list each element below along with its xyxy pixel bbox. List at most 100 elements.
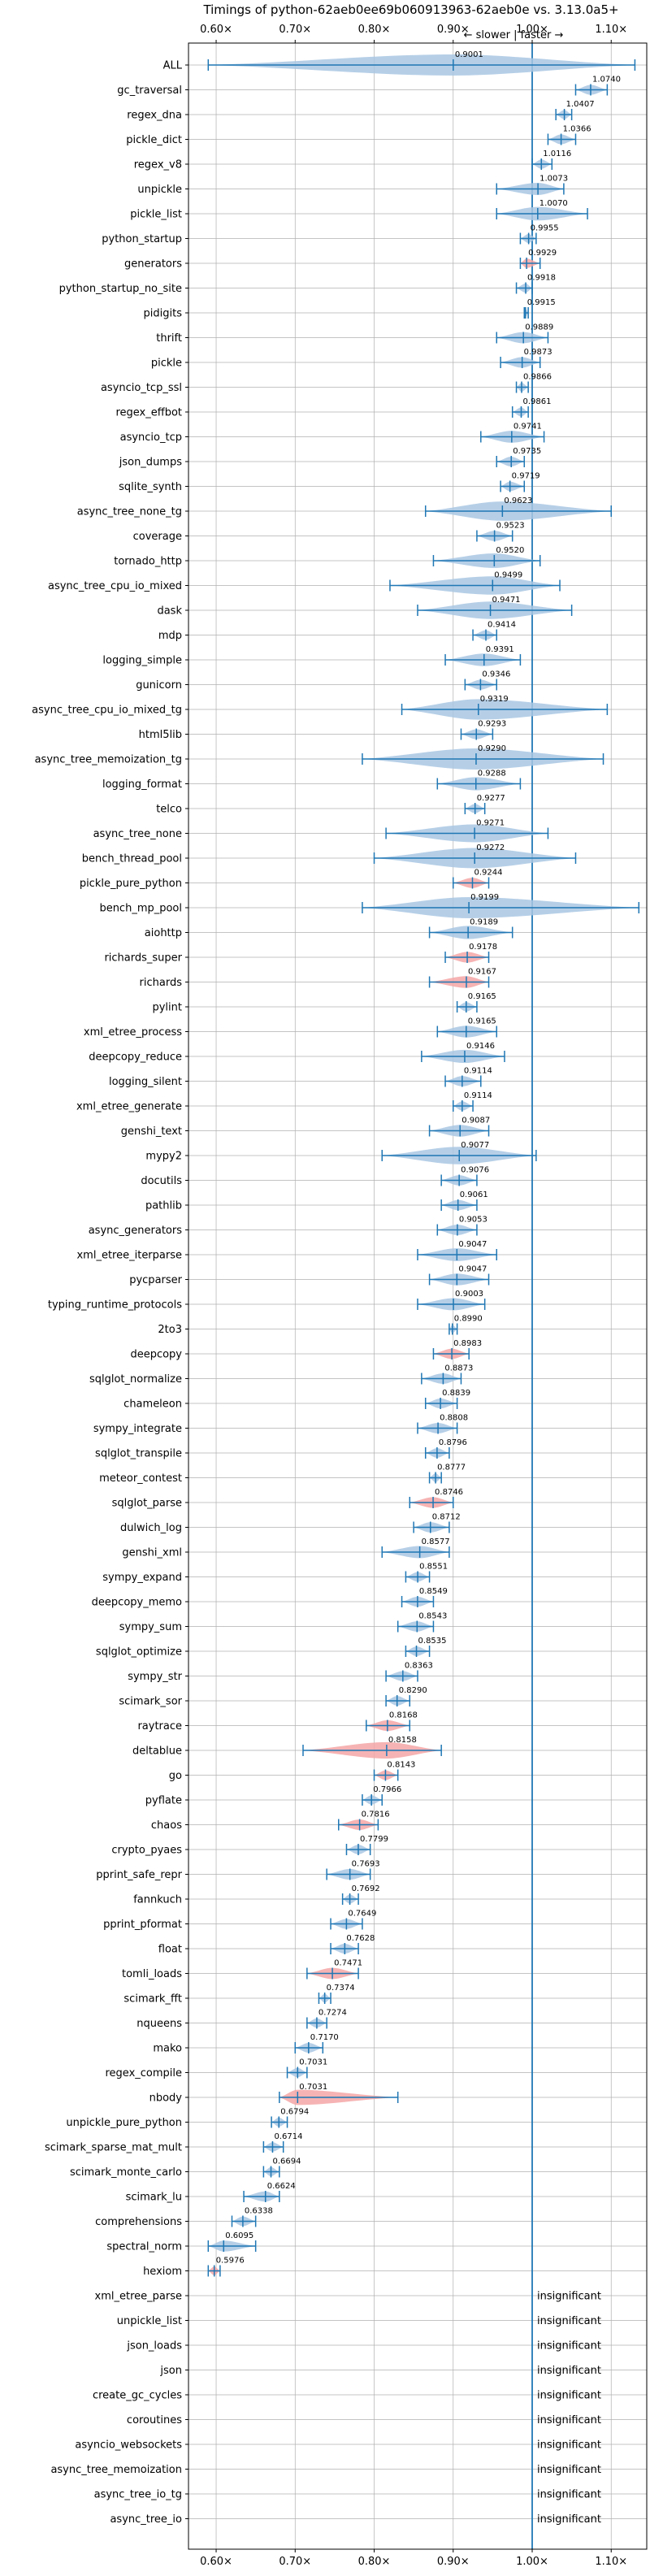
median-value-label: 1.0070 xyxy=(540,199,568,208)
benchmark-label: async_tree_cpu_io_mixed_tg xyxy=(32,705,182,717)
benchmark-row: crypto_pyaes 0.7799 xyxy=(111,1835,388,1857)
benchmark-label: mako xyxy=(153,2043,182,2055)
median-value-label: 0.7628 xyxy=(346,1934,375,1943)
benchmark-label: create_gc_cycles xyxy=(93,2390,182,2402)
median-value-label: 0.9523 xyxy=(496,522,525,531)
benchmark-label: json_loads xyxy=(126,2340,182,2353)
benchmark-row: coroutines insignificant xyxy=(127,2414,601,2426)
benchmark-label: richards xyxy=(140,977,183,989)
median-value-label: 0.8290 xyxy=(399,1686,427,1695)
median-value-label: 0.9165 xyxy=(468,1017,496,1026)
median-value-label: 0.9929 xyxy=(528,249,557,258)
median-value-label: 0.9165 xyxy=(468,992,496,1001)
benchmark-row: regex_v8 1.0116 xyxy=(134,150,572,171)
benchmark-label: asyncio_tcp xyxy=(120,432,182,444)
benchmark-row: xml_etree_generate 0.9114 xyxy=(76,1091,492,1113)
x-tick-label-bottom: 1.10× xyxy=(595,2556,627,2568)
benchmark-row: pickle 0.9873 xyxy=(151,348,552,370)
median-value-label: 0.8712 xyxy=(432,1513,461,1522)
benchmark-row: python_startup_no_site 0.9918 xyxy=(59,274,556,296)
benchmark-label: pathlib xyxy=(145,1200,182,1212)
benchmark-label: deepcopy xyxy=(130,1349,182,1361)
benchmark-row: sympy_str 0.8363 xyxy=(128,1662,433,1684)
benchmark-row: json insignificant xyxy=(159,2365,601,2377)
median-value-label: 0.7170 xyxy=(310,2033,339,2042)
benchmark-label: nbody xyxy=(150,2092,183,2105)
benchmark-row: scimark_sor 0.8290 xyxy=(119,1686,427,1708)
benchmark-row: asyncio_tcp 0.9741 xyxy=(120,423,545,444)
benchmark-row: raytrace 0.8168 xyxy=(137,1711,417,1733)
median-value-label: 1.0073 xyxy=(540,175,568,184)
benchmark-row: gunicorn 0.9346 xyxy=(136,670,510,692)
median-value-label: 0.8551 xyxy=(419,1563,448,1572)
benchmark-row: chaos 0.7816 xyxy=(151,1811,390,1832)
insignificant-label: insignificant xyxy=(537,2390,601,2402)
benchmark-row: async_tree_none_tg 0.9623 xyxy=(77,497,612,521)
benchmark-label: pidigits xyxy=(144,308,183,320)
median-value-label: 1.0116 xyxy=(543,150,571,158)
x-axis-ticks: 0.60× 0.60× 0.70× 0.70× 0.80× 0.80× 0.90× 0.90×… xyxy=(200,24,627,2568)
benchmark-label: aiohttp xyxy=(145,927,182,939)
median-value-label: 0.9499 xyxy=(494,571,522,580)
benchmark-row: sympy_expand 0.8551 xyxy=(102,1563,448,1585)
benchmark-row: meteor_contest 0.8777 xyxy=(99,1464,466,1485)
benchmark-label: chaos xyxy=(151,1819,182,1832)
benchmark-row: xml_etree_parse insignificant xyxy=(95,2291,601,2303)
median-value-label: 0.7374 xyxy=(327,1984,355,1993)
median-value-label: 0.9623 xyxy=(504,497,532,505)
benchmark-row: unpickle_pure_python 0.6794 xyxy=(66,2108,309,2130)
benchmark-row: fannkuch 0.7692 xyxy=(133,1884,379,1906)
benchmark-row: create_gc_cycles insignificant xyxy=(93,2390,601,2402)
insignificant-label: insignificant xyxy=(537,2315,601,2327)
benchmark-label: richards_super xyxy=(104,952,182,965)
benchmark-label: genshi_text xyxy=(121,1125,182,1138)
benchmark-row: nqueens 0.7274 xyxy=(136,2009,347,2031)
benchmark-row: scimark_sparse_mat_mult 0.6714 xyxy=(45,2132,302,2154)
benchmark-row: scimark_monte_carlo 0.6694 xyxy=(70,2158,301,2179)
benchmark-label: genshi_xml xyxy=(122,1547,182,1559)
benchmark-row: typing_runtime_protocols 0.9003 xyxy=(48,1290,486,1312)
benchmark-label: sqlglot_optimize xyxy=(96,1646,182,1659)
benchmark-label: regex_v8 xyxy=(134,159,182,171)
benchmark-label: sympy_sum xyxy=(119,1621,182,1633)
benchmark-label: deepcopy_memo xyxy=(92,1597,182,1609)
insignificant-label: insignificant xyxy=(537,2365,601,2377)
benchmark-label: scimark_sparse_mat_mult xyxy=(45,2142,182,2154)
insignificant-label: insignificant xyxy=(537,2414,601,2426)
median-value-label: 0.8577 xyxy=(422,1537,450,1546)
benchmark-row: logging_silent 0.9114 xyxy=(109,1067,492,1089)
benchmark-label: docutils xyxy=(141,1175,182,1187)
insignificant-label: insignificant xyxy=(537,2513,601,2526)
median-value-label: 1.0366 xyxy=(563,125,592,134)
benchmark-label: logging_silent xyxy=(109,1076,182,1088)
benchmark-label: sympy_str xyxy=(128,1671,182,1683)
benchmark-label: pickle_dict xyxy=(126,134,182,146)
median-value-label: 0.9199 xyxy=(470,893,499,902)
median-value-label: 0.9915 xyxy=(527,298,556,307)
x-tick-label-top: 0.90× xyxy=(437,24,470,36)
benchmark-row: scimark_fft 0.7374 xyxy=(124,1984,354,2006)
benchmark-label: chameleon xyxy=(124,1399,182,1411)
benchmark-row: bench_thread_pool 0.9272 xyxy=(82,843,577,869)
benchmark-label: tornado_http xyxy=(114,556,182,568)
benchmark-row: hexiom 0.5976 xyxy=(143,2257,245,2279)
median-value-label: 0.9146 xyxy=(466,1042,495,1051)
median-value-label: 0.9178 xyxy=(469,943,497,952)
median-value-label: 0.9076 xyxy=(461,1166,489,1175)
benchmark-label: typing_runtime_protocols xyxy=(48,1299,182,1312)
benchmark-row: sqlglot_normalize 0.8873 xyxy=(89,1364,473,1386)
benchmark-row: bench_mp_pool 0.9199 xyxy=(99,893,640,918)
benchmark-label: pickle_list xyxy=(130,209,182,221)
benchmark-row: genshi_xml 0.8577 xyxy=(122,1537,450,1559)
x-tick-label-top: 0.80× xyxy=(358,24,391,36)
benchmark-label: tomli_loads xyxy=(122,1968,182,1980)
median-value-label: 0.6338 xyxy=(245,2207,273,2216)
benchmark-row: sqlglot_optimize 0.8535 xyxy=(96,1637,447,1659)
benchmark-label: gc_traversal xyxy=(117,85,182,97)
benchmark-row: richards_super 0.9178 xyxy=(104,943,497,965)
median-value-label: 0.9955 xyxy=(531,224,559,233)
benchmark-row: deltablue 0.8158 xyxy=(132,1736,442,1759)
median-value-label: 0.9271 xyxy=(476,819,505,828)
benchmark-row: mdp 0.9414 xyxy=(158,621,516,643)
benchmark-label: sympy_expand xyxy=(102,1572,182,1584)
